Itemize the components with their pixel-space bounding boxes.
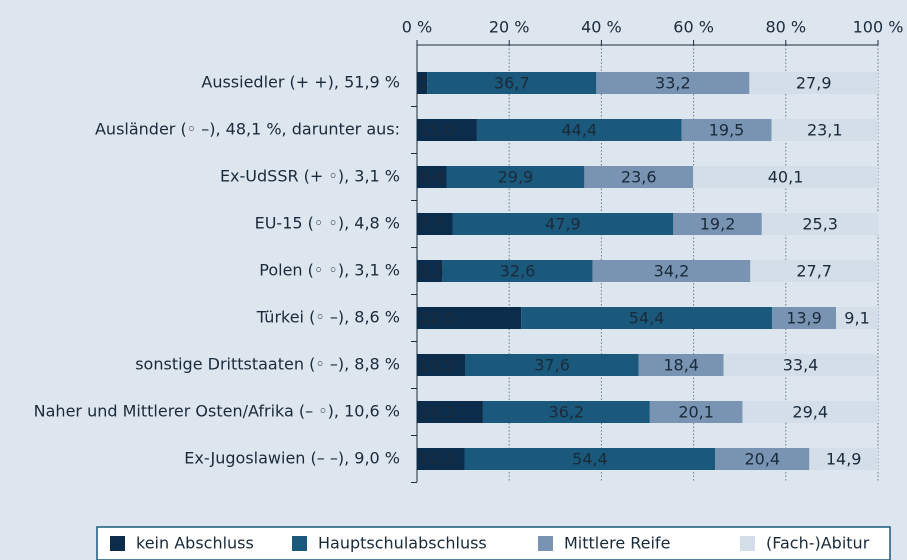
y-tick-label: Türkei (◦ –), 8,6 % [256, 308, 400, 327]
data-label: 9,1 [844, 309, 869, 328]
legend-label: (Fach-)Abitur [766, 534, 870, 553]
x-tick-label: 20 % [489, 18, 530, 37]
bar-segment [649, 401, 743, 423]
bar-segment [417, 260, 443, 282]
bar-segment [771, 307, 837, 329]
data-label: 14,3 [419, 403, 455, 422]
bar-segment [417, 72, 428, 94]
x-tick-label: 0 % [402, 18, 432, 37]
x-tick-label: 40 % [581, 18, 622, 37]
data-label: 25,3 [802, 215, 838, 234]
legend-box [96, 526, 891, 560]
data-label: 36,2 [549, 403, 585, 422]
bar-segment [417, 354, 466, 376]
bar-segment [476, 119, 682, 141]
bar-segment [723, 354, 878, 376]
bar-segment [673, 213, 762, 235]
bar-segment [427, 72, 597, 94]
y-tick-label: sonstige Drittstaaten (◦ –), 8,8 % [135, 355, 400, 374]
legend-swatch [110, 536, 125, 551]
bar-segment [693, 166, 878, 188]
data-label: 54,4 [572, 450, 608, 469]
bar-segment [452, 213, 674, 235]
data-label: 54,4 [629, 309, 665, 328]
data-label: 27,7 [796, 262, 832, 281]
legend-label: Mittlere Reife [564, 534, 670, 553]
data-label: 23,1 [807, 121, 843, 140]
legend-label: Hauptschulabschluss [318, 534, 487, 553]
data-label: 14,9 [826, 450, 862, 469]
bar-segment [417, 213, 453, 235]
bar-segment [417, 307, 522, 329]
data-label: 44,4 [561, 121, 597, 140]
bar-segment [442, 260, 593, 282]
legend-label: kein Abschluss [136, 534, 254, 553]
bar-segment [584, 166, 694, 188]
bar-segment [638, 354, 724, 376]
y-tick-label: Ex-UdSSR (+ ◦), 3,1 % [220, 167, 400, 186]
data-label: 19,5 [709, 121, 745, 140]
data-label: 20,4 [744, 450, 780, 469]
y-tick-label: EU-15 (◦ ◦), 4,8 % [255, 214, 400, 233]
bar-segment [742, 401, 878, 423]
y-tick-label: Aussiedler (+ +), 51,9 % [201, 73, 400, 92]
bar-segment [809, 448, 878, 470]
data-label: 29,4 [792, 403, 828, 422]
data-label: 6,4 [419, 168, 444, 187]
data-label: 22,6 [419, 309, 455, 328]
bar-segment [417, 401, 483, 423]
bar-segment [771, 119, 878, 141]
data-label: 18,4 [663, 356, 699, 375]
data-label: 29,9 [498, 168, 534, 187]
bar-segment [446, 166, 585, 188]
data-label: 20,1 [678, 403, 714, 422]
data-label: 34,2 [654, 262, 690, 281]
bar-segment [482, 401, 650, 423]
data-label: 33,2 [655, 74, 691, 93]
bar-segment [464, 448, 716, 470]
data-label: 23,6 [621, 168, 657, 187]
bar-segment [596, 72, 750, 94]
bar-segment [761, 213, 879, 235]
data-label: 10,5 [419, 356, 455, 375]
data-label: 10,3 [419, 450, 455, 469]
data-label: 37,6 [534, 356, 570, 375]
data-label: 32,6 [500, 262, 536, 281]
bar-segment [417, 119, 477, 141]
data-label: 27,9 [796, 74, 832, 93]
x-tick-label: 100 % [853, 18, 904, 37]
data-label: 47,9 [545, 215, 581, 234]
bar-segment [417, 448, 465, 470]
data-label: 33,4 [783, 356, 819, 375]
x-tick-label: 60 % [673, 18, 714, 37]
y-tick-label: Ausländer (◦ –), 48,1 %, darunter aus: [95, 120, 400, 139]
data-label: 5,5 [419, 262, 444, 281]
data-label: 13,9 [786, 309, 822, 328]
y-tick-label: Ex-Jugoslawien (– –), 9,0 % [184, 449, 400, 468]
bar-segment [465, 354, 639, 376]
legend-swatch [740, 536, 755, 551]
data-label: 7,7 [419, 215, 444, 234]
bar-segment [750, 260, 878, 282]
data-label: 36,7 [494, 74, 530, 93]
legend-swatch [538, 536, 553, 551]
legend-swatch [292, 536, 307, 551]
bar-segment [592, 260, 751, 282]
bar-segment [521, 307, 772, 329]
x-tick-label: 80 % [765, 18, 806, 37]
bar-segment [715, 448, 810, 470]
data-label: 13,0 [419, 121, 455, 140]
data-label: 19,2 [700, 215, 736, 234]
data-label: 40,1 [768, 168, 804, 187]
bar-segment [836, 307, 878, 329]
bar-segment [417, 166, 447, 188]
bar-segment [681, 119, 772, 141]
y-tick-label: Naher und Mittlerer Osten/Afrika (– ◦), … [34, 402, 400, 421]
y-tick-label: Polen (◦ ◦), 3,1 % [259, 261, 400, 280]
bar-segment [749, 72, 878, 94]
